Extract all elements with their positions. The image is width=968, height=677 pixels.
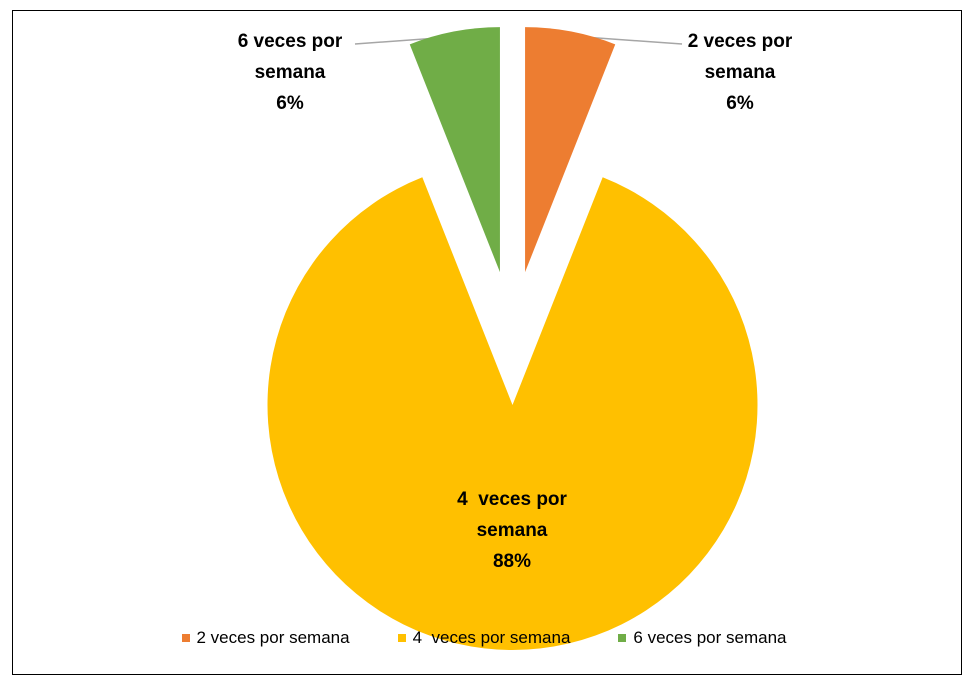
legend-item: 4 veces por semana — [397, 628, 571, 648]
data-label-category: 6 veces por semana — [237, 31, 348, 83]
data-label-category: 2 veces por semana — [687, 31, 798, 83]
legend-swatch — [618, 634, 627, 642]
data-label-category: 4 veces por semana — [457, 489, 573, 541]
legend-swatch — [181, 634, 190, 642]
data-label-value: 6% — [276, 93, 304, 114]
legend-label: 4 veces por semana — [412, 628, 571, 647]
pie-slice — [525, 27, 616, 273]
data-label: 4 veces por semana 88% — [437, 484, 587, 577]
data-label: 6 veces por semana 6% — [215, 26, 365, 119]
legend-item: 2 veces por semana — [181, 628, 350, 648]
legend: 2 veces por semana 4 veces por semana 6 ve… — [0, 628, 968, 648]
pie-slice — [267, 177, 758, 650]
data-label-value: 6% — [726, 93, 754, 114]
data-label: 2 veces por semana 6% — [665, 26, 815, 119]
data-label-value: 88% — [492, 551, 532, 572]
chart-frame — [12, 10, 962, 675]
legend-label: 6 veces por semana — [633, 628, 787, 647]
legend-item: 6 veces por semana — [618, 628, 787, 648]
pie-slice — [409, 27, 500, 273]
legend-swatch — [397, 634, 406, 642]
legend-label: 2 veces por semana — [196, 628, 350, 647]
